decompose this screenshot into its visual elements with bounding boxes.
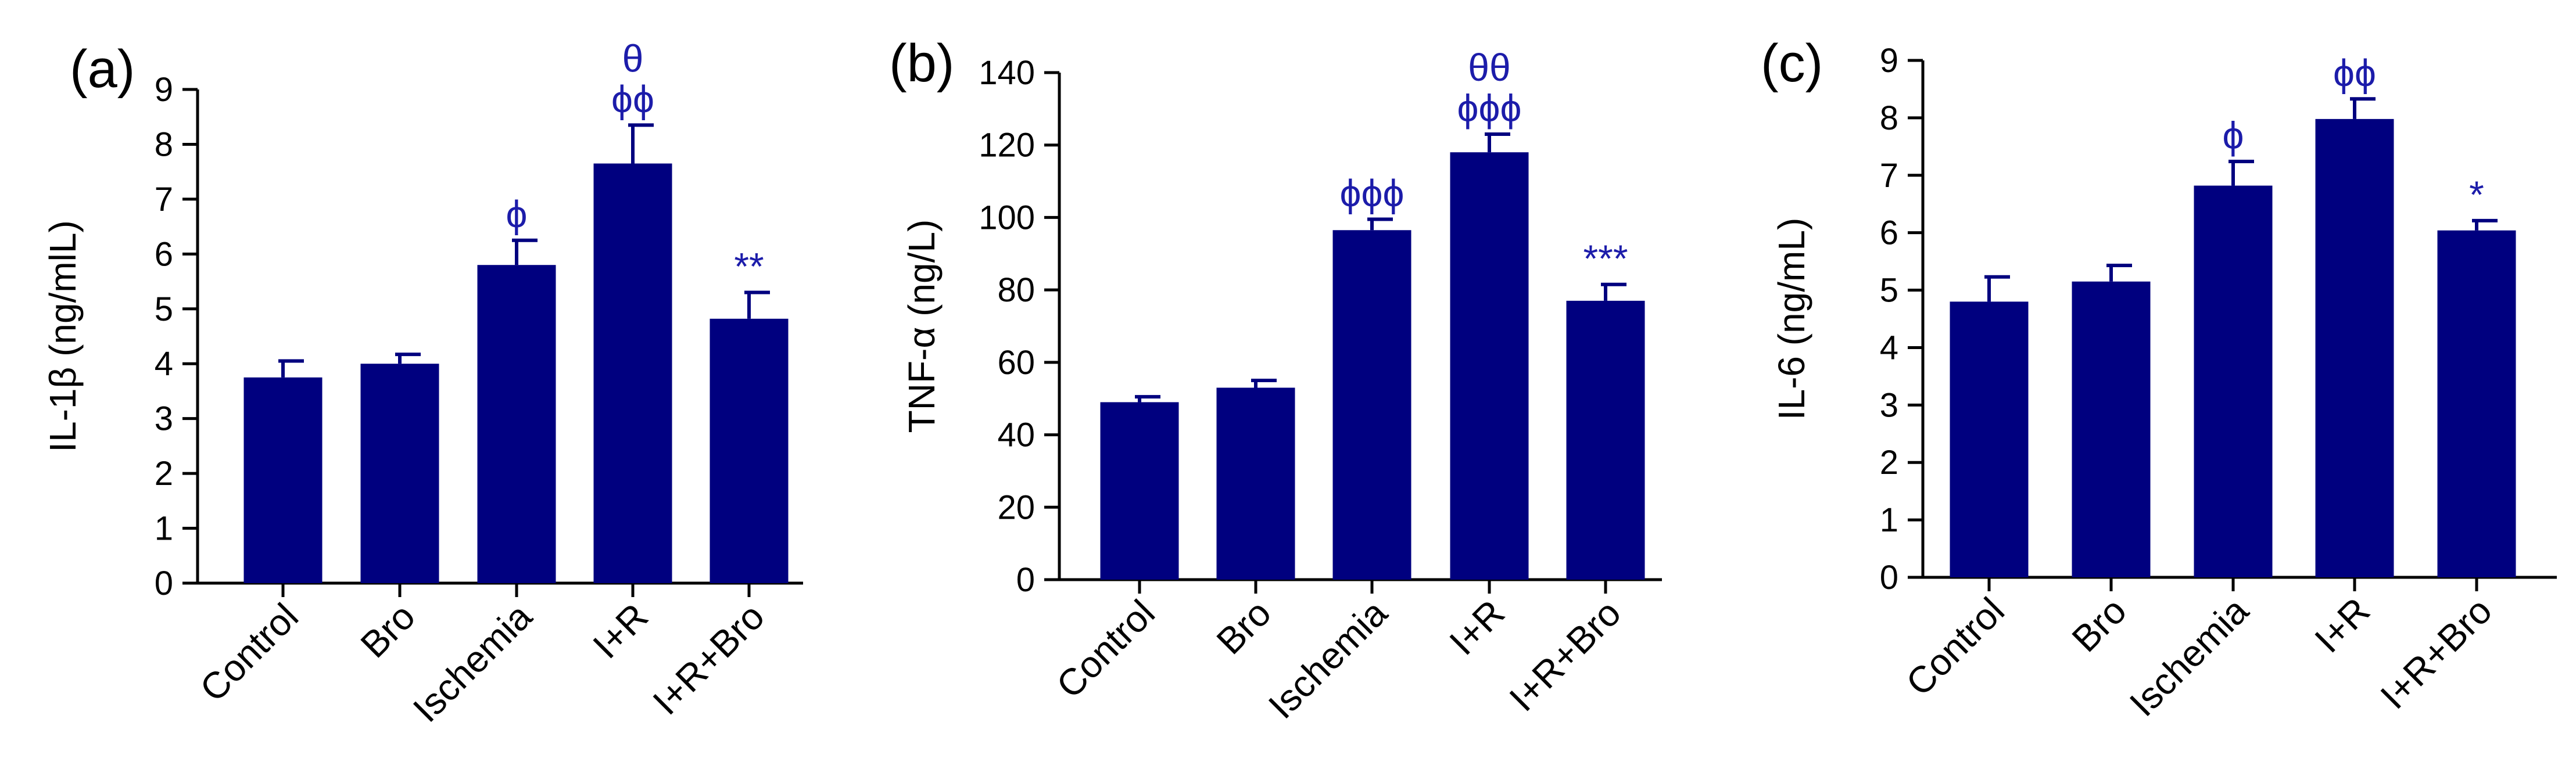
significance-label: ϕϕ <box>2333 51 2376 94</box>
bar <box>477 265 556 583</box>
y-axis-title: TNF-α (ng/L) <box>901 220 943 433</box>
y-tick-label: 8 <box>1880 99 1898 137</box>
panel-label: (a) <box>70 39 135 99</box>
x-tick-label: I+R+Bro <box>2372 590 2499 717</box>
bar <box>593 163 672 583</box>
chart-panel-b: (b) 0 20 40 60 80 100 120 140 TNF-α (ng/L) Control… <box>889 34 1662 727</box>
y-tick-label: 7 <box>1880 157 1898 195</box>
x-tick-label: Control <box>192 595 306 710</box>
y-tick-label: 0 <box>155 565 173 602</box>
y-axis-title: IL-6 (ng/mL) <box>1771 218 1812 421</box>
x-tick-label: Bro <box>1209 592 1279 662</box>
y-tick-label: 9 <box>1880 42 1898 80</box>
y-tick-label: 4 <box>155 345 173 383</box>
x-tick-label: I+R <box>1441 592 1513 663</box>
significance-label: ϕ <box>506 193 528 236</box>
y-tick-label: 2 <box>155 455 173 493</box>
chart-panel-a: (a) 0 1 2 3 4 5 6 7 8 9 IL-1β (ng/mlL) Control BroIsc… <box>42 37 803 730</box>
x-tick-label: I+R <box>2306 590 2378 661</box>
y-tick-label: 2 <box>1880 444 1898 481</box>
y-tick-label: 5 <box>155 290 173 328</box>
panel-label: (b) <box>889 34 954 93</box>
panel-label: (c) <box>1761 34 1823 93</box>
y-tick-label: 5 <box>1880 272 1898 310</box>
y-tick-label: 8 <box>155 125 173 163</box>
x-tick-label: I+R+Bro <box>644 595 772 723</box>
y-tick-label: 6 <box>155 235 173 273</box>
x-tick-label: Bro <box>2064 590 2134 660</box>
y-tick-label: 3 <box>1880 386 1898 424</box>
y-tick-label: 40 <box>997 416 1035 454</box>
significance-label: θθ <box>1468 46 1510 89</box>
y-tick-label: 1 <box>155 510 173 548</box>
y-tick-label: 4 <box>1880 329 1898 366</box>
significance-label: ϕϕϕ <box>1457 87 1522 130</box>
chart-panel-c: (c) 0 1 2 3 4 5 6 7 8 9 IL-6 (ng/mL) Control BroIsche… <box>1761 34 2557 724</box>
bar <box>1950 301 2029 577</box>
bar <box>243 377 323 583</box>
y-tick-label: 100 <box>979 199 1035 236</box>
bar <box>2194 185 2273 578</box>
bar <box>1216 387 1295 580</box>
y-tick-label: 0 <box>1016 561 1035 599</box>
y-tick-label: 1 <box>1880 501 1898 539</box>
significance-label: * <box>2469 173 2484 216</box>
x-tick-label: Ischemia <box>405 595 540 730</box>
y-tick-label: 0 <box>1880 559 1898 596</box>
x-tick-label: Bro <box>353 595 423 666</box>
y-tick-label: 120 <box>979 127 1035 164</box>
bar <box>1332 230 1411 580</box>
y-tick-label: 60 <box>997 344 1035 382</box>
y-tick-label: 20 <box>997 488 1035 526</box>
x-tick-label: Control <box>1898 590 2012 704</box>
significance-label: ϕϕϕ <box>1340 172 1405 215</box>
y-tick-label: 6 <box>1880 214 1898 252</box>
bar <box>710 318 789 583</box>
x-tick-label: Ischemia <box>2122 590 2256 724</box>
significance-label: ϕ <box>2223 114 2244 157</box>
bar <box>2315 118 2394 577</box>
x-tick-label: I+R <box>585 595 656 667</box>
bar <box>2437 230 2516 577</box>
y-tick-label: 3 <box>155 400 173 438</box>
bar <box>1100 402 1179 580</box>
x-tick-label: Control <box>1048 592 1163 706</box>
significance-label: θ <box>622 37 644 80</box>
x-tick-label: I+R+Bro <box>1501 592 1628 719</box>
y-tick-label: 7 <box>155 181 173 218</box>
y-tick-label: 9 <box>155 71 173 109</box>
bar <box>2072 281 2151 577</box>
bar <box>360 364 439 583</box>
significance-label: ** <box>734 245 764 288</box>
y-tick-label: 140 <box>979 54 1035 92</box>
significance-label: *** <box>1583 237 1628 280</box>
y-tick-label: 80 <box>997 271 1035 309</box>
bar <box>1450 152 1529 580</box>
significance-label: ϕϕ <box>611 77 654 120</box>
x-tick-label: Ischemia <box>1260 592 1395 727</box>
y-axis-title: IL-1β (ng/mlL) <box>42 220 84 452</box>
bar <box>1566 300 1645 580</box>
